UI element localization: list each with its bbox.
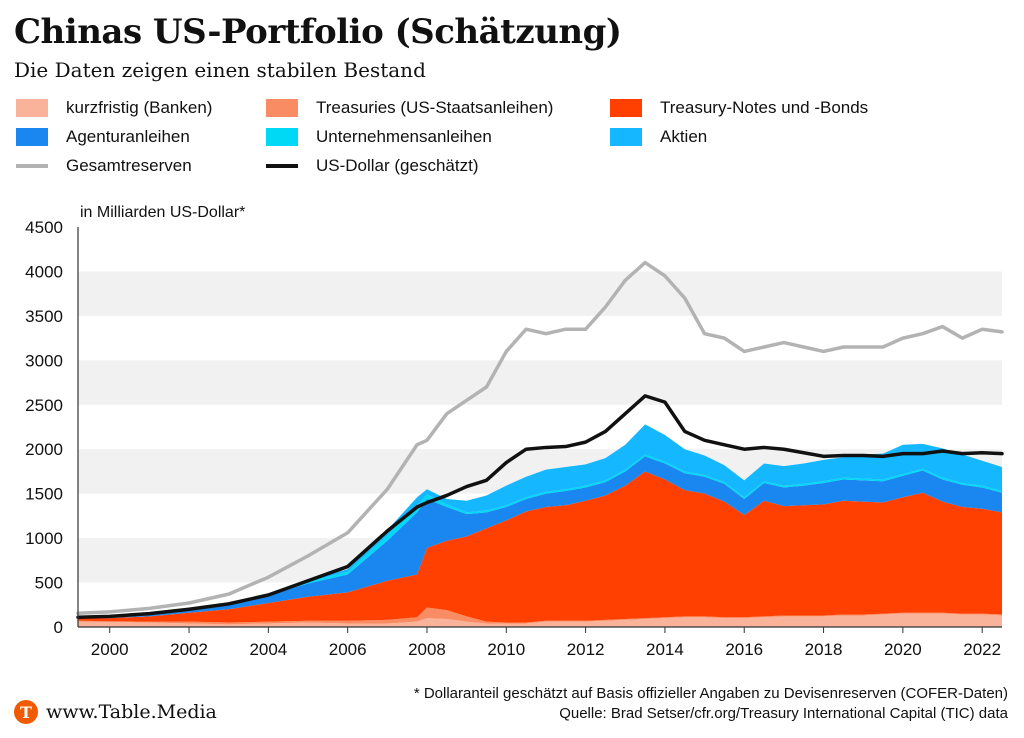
footnote: * Dollaranteil geschätzt auf Basis offiz…: [414, 684, 1008, 724]
x-tick-label: 2020: [884, 640, 922, 659]
y-tick-label: 2500: [25, 396, 63, 415]
chart-title: Chinas US-Portfolio (Schätzung): [14, 12, 622, 52]
legend-item-treasury-notes: Treasury-Notes und -Bonds: [610, 96, 868, 120]
stacked-area-chart: 0 500 1000 1500 2000 2500 3000 3500 4000 4500 2000…: [25, 204, 1004, 659]
legend-label: kurzfristig (Banken): [66, 98, 213, 117]
legend-item-usd-estimated: US-Dollar (geschätzt): [266, 154, 479, 178]
line-series: [76, 260, 1004, 619]
x-tick-label: 2002: [170, 640, 208, 659]
x-tick-label: 2016: [725, 640, 763, 659]
line-usd-estimated: [76, 394, 1004, 619]
y-tick-label: 2000: [25, 440, 63, 459]
footnote-source: Quelle: Brad Setser/cfr.org/Treasury Int…: [559, 705, 1008, 722]
footnote-note: * Dollaranteil geschätzt auf Basis offiz…: [413, 685, 1008, 702]
legend-swatch: [16, 128, 48, 146]
legend-label: Unternehmensanleihen: [316, 127, 492, 146]
legend-swatch: [266, 99, 298, 117]
grid-band: [78, 360, 1002, 405]
line-total-reserves: [76, 260, 1004, 615]
area-aktien: [78, 424, 1002, 618]
legend-item-short-term: kurzfristig (Banken): [16, 96, 212, 120]
legend-item-corporate-bonds: Unternehmensanleihen: [266, 125, 492, 149]
legend-swatch: [610, 99, 642, 117]
area-kurzfristig-banken-: [78, 613, 1002, 627]
legend-label: Aktien: [660, 127, 708, 146]
legend-item-equities: Aktien: [610, 125, 707, 149]
brand: T www.Table.Media: [14, 700, 217, 724]
y-tick-label: 4000: [25, 262, 63, 281]
legend: kurzfristig (Banken) Treasuries (US-Staa…: [16, 96, 1016, 186]
legend-swatch: [610, 128, 642, 146]
legend-label: Treasury-Notes und -Bonds: [660, 98, 869, 117]
legend-item-treasuries: Treasuries (US-Staatsanleihen): [266, 96, 553, 120]
legend-label: Treasuries (US-Staatsanleihen): [316, 98, 554, 117]
area-agenturanleihen: [78, 456, 1002, 619]
x-tick-label: 2014: [646, 640, 684, 659]
axes: 0 500 1000 1500 2000 2500 3000 3500 4000 4500 2000…: [25, 218, 1002, 659]
brand-logo-icon: T: [14, 700, 38, 724]
y-tick-label: 0: [54, 618, 63, 637]
x-tick-label: 2006: [329, 640, 367, 659]
legend-label: Agenturanleihen: [66, 127, 190, 146]
grid-band: [78, 271, 1002, 316]
legend-swatch: [16, 99, 48, 117]
y-tick-label: 3500: [25, 307, 63, 326]
x-tick-label: 2008: [408, 640, 446, 659]
legend-swatch: [266, 128, 298, 146]
y-tick-label: 4500: [25, 218, 63, 237]
area-treasury-notes-und-bonds: [78, 471, 1002, 623]
legend-line: [16, 164, 48, 168]
x-tick-label: 2012: [567, 640, 605, 659]
brand-text: www.Table.Media: [46, 701, 217, 723]
legend-item-agency-bonds: Agenturanleihen: [16, 125, 190, 149]
area-layers: [78, 424, 1002, 627]
chart-subtitle: Die Daten zeigen einen stabilen Bestand: [14, 58, 426, 82]
x-tick-label: 2022: [963, 640, 1001, 659]
legend-label: US-Dollar (geschätzt): [316, 156, 479, 175]
area-treasuries-us-staatsanleihen-: [78, 607, 1002, 625]
x-tick-label: 2004: [249, 640, 287, 659]
x-tick-label: 2010: [487, 640, 525, 659]
legend-line: [266, 164, 298, 168]
y-axis-label: in Milliarden US-Dollar*: [80, 204, 245, 221]
y-tick-label: 500: [35, 574, 63, 593]
legend-item-total-reserves: Gesamtreserven: [16, 154, 192, 178]
x-tick-label: 2000: [91, 640, 129, 659]
legend-label: Gesamtreserven: [66, 156, 192, 175]
y-tick-label: 3000: [25, 351, 63, 370]
y-tick-label: 1500: [25, 485, 63, 504]
x-tick-label: 2018: [805, 640, 843, 659]
y-tick-label: 1000: [25, 529, 63, 548]
